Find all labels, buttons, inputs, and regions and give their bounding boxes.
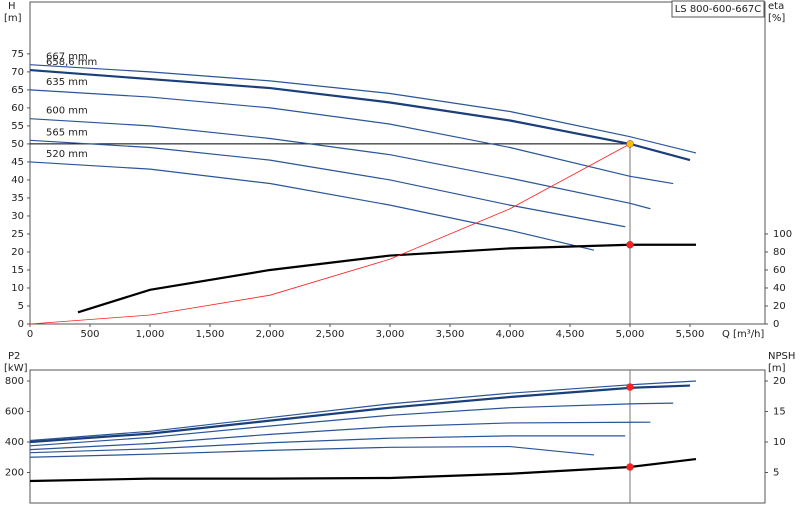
y-tick-label: 600 (5, 406, 24, 417)
operating-point (626, 140, 634, 148)
curve (29, 118, 651, 210)
curve (29, 139, 626, 228)
curve-label: 635 mm (46, 77, 88, 88)
y-tick-label: 50 (11, 139, 24, 150)
curve-label: 600 mm (46, 106, 88, 117)
x-tick-label: 4,500 (556, 329, 585, 340)
curve (29, 445, 595, 458)
y2-axis-label: NPSH (768, 351, 795, 362)
y2-tick-label: 60 (773, 265, 786, 276)
operating-point (626, 241, 634, 249)
y-tick-label: 15 (11, 265, 24, 276)
curve (29, 402, 674, 447)
y-tick-label: 5 (18, 301, 24, 312)
operating-point (626, 463, 634, 471)
x-tick-label: 3,500 (436, 329, 465, 340)
y2-tick-label: 0 (773, 319, 779, 330)
y-tick-label: 20 (11, 247, 24, 258)
curve (29, 421, 651, 451)
curve (29, 89, 674, 185)
curve (29, 143, 631, 325)
curve (29, 161, 595, 251)
curve (77, 243, 696, 314)
x-tick-label: 4,000 (496, 329, 525, 340)
y-tick-label: 0 (18, 319, 24, 330)
y-tick-label: 10 (11, 283, 24, 294)
y-axis-label: H (8, 1, 16, 12)
x-tick-label: 2,000 (256, 329, 285, 340)
y-axis-unit: [m] (4, 13, 22, 24)
plot-frame (29, 369, 766, 504)
y-tick-label: 800 (5, 376, 24, 387)
y2-tick-label: 15 (773, 406, 786, 417)
x-tick-label: 0 (27, 329, 33, 340)
y2-tick-label: 80 (773, 247, 786, 258)
y2-tick-label: 10 (773, 437, 786, 448)
x-tick-label: 1,500 (196, 329, 225, 340)
y-tick-label: 70 (11, 67, 24, 78)
curve (29, 435, 626, 454)
y2-tick-label: 20 (773, 301, 786, 312)
curve (29, 64, 697, 154)
y-axis-label: P2 (8, 351, 20, 362)
x-tick-label: 500 (80, 329, 99, 340)
y2-axis-unit: [%] (768, 13, 785, 24)
y-tick-label: 200 (5, 467, 24, 478)
label-box-text: LS 800-600-667C (675, 4, 762, 15)
curve-label: 667 mm (46, 52, 88, 63)
y-tick-label: 60 (11, 103, 24, 114)
y-axis-unit: [kW] (4, 363, 28, 374)
plot-frame (29, 1, 766, 325)
curve-label: 520 mm (46, 149, 88, 160)
y2-tick-label: 20 (773, 376, 786, 387)
operating-point (626, 383, 634, 391)
y-tick-label: 55 (11, 121, 24, 132)
x-tick-label: 2,500 (316, 329, 345, 340)
y2-axis-unit: [m] (768, 363, 786, 374)
y-tick-label: 65 (11, 85, 24, 96)
y-tick-label: 40 (11, 175, 24, 186)
y-tick-label: 400 (5, 437, 24, 448)
y-tick-label: 25 (11, 229, 24, 240)
x-axis-label: Q [m³/h] (722, 329, 764, 340)
y2-tick-label: 100 (773, 229, 792, 240)
curve-label: 658,6 mm (46, 57, 97, 68)
y2-axis-label: eta (768, 1, 784, 12)
x-tick-label: 5,000 (616, 329, 645, 340)
y2-tick-label: 5 (773, 467, 779, 478)
curve (29, 457, 697, 483)
x-tick-label: 3,000 (376, 329, 405, 340)
y2-tick-label: 40 (773, 283, 786, 294)
x-tick-label: 5,500 (676, 329, 705, 340)
label-box (671, 0, 765, 18)
y-tick-label: 75 (11, 49, 24, 60)
y-tick-label: 45 (11, 157, 24, 168)
x-tick-label: 1,000 (136, 329, 165, 340)
y-tick-label: 30 (11, 211, 24, 222)
curve-label: 565 mm (46, 127, 88, 138)
y-tick-label: 35 (11, 193, 24, 204)
curve (29, 384, 691, 444)
